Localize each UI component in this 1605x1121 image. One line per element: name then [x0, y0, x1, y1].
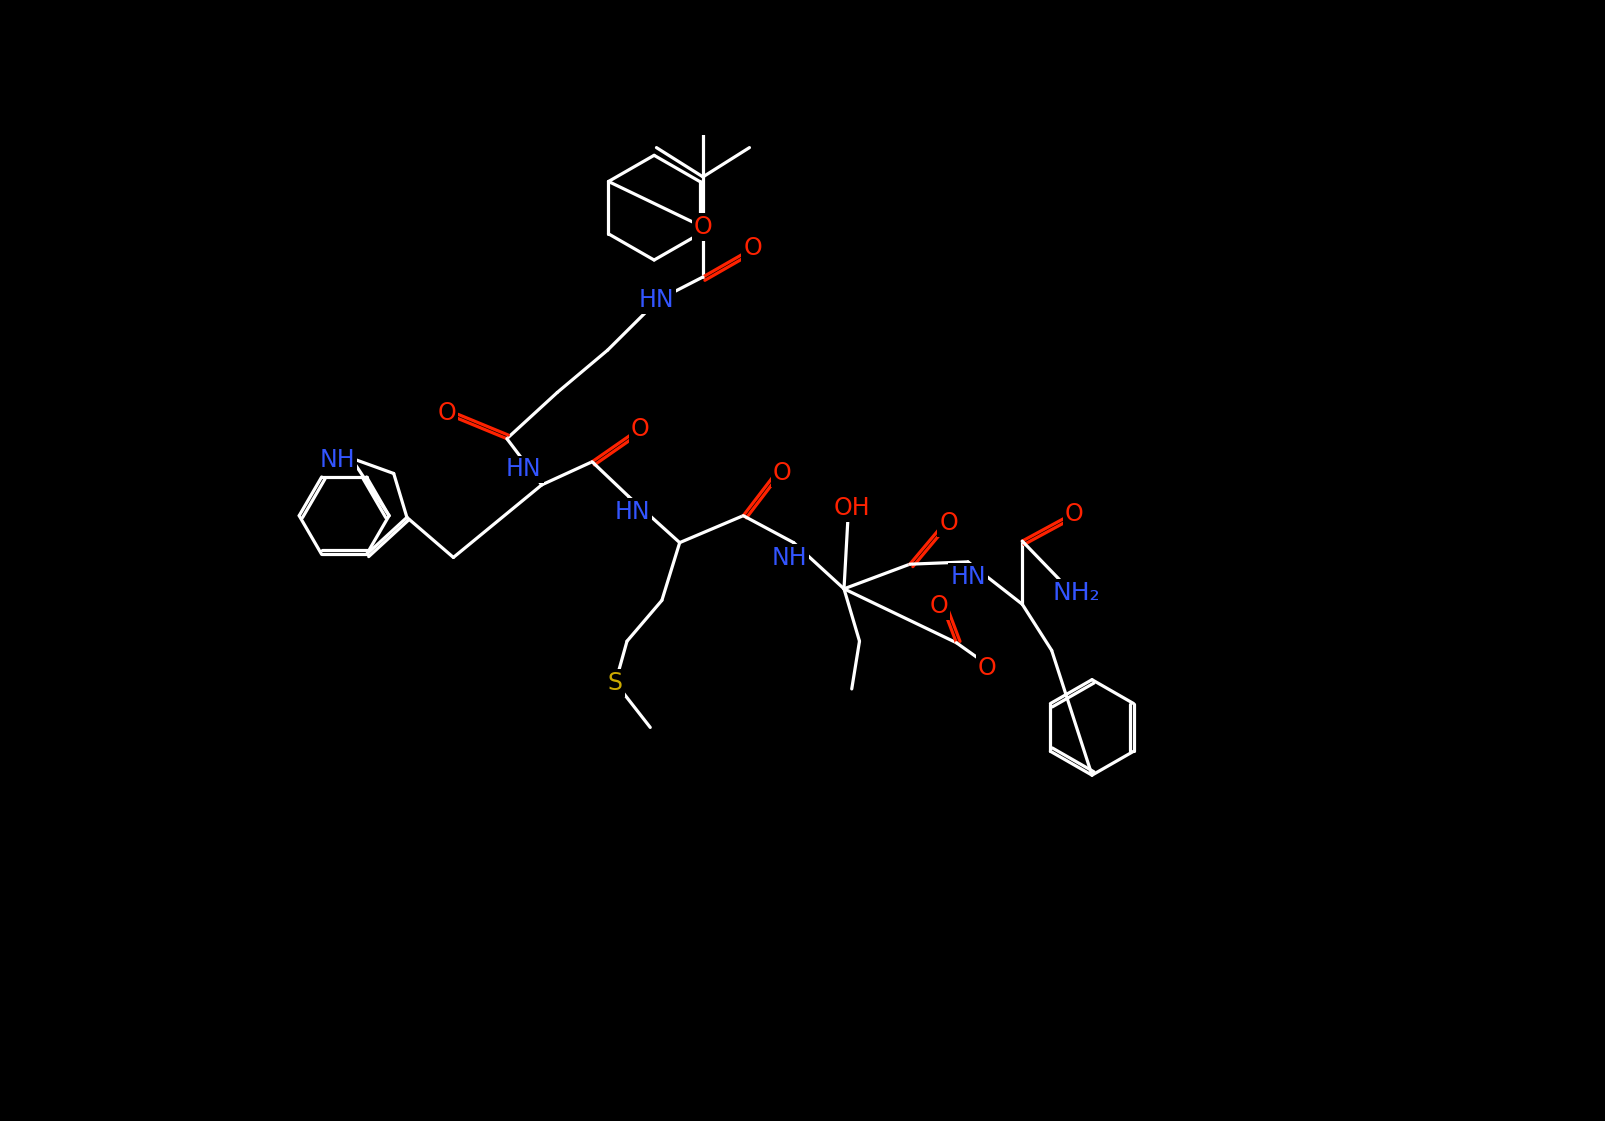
Text: HN: HN: [615, 500, 650, 524]
Text: O: O: [1064, 502, 1083, 526]
Text: OH: OH: [833, 495, 870, 520]
Text: HN: HN: [506, 457, 541, 482]
Text: O: O: [693, 215, 713, 239]
Text: HN: HN: [950, 565, 985, 590]
Text: HN: HN: [639, 288, 674, 312]
Text: O: O: [743, 235, 761, 260]
Text: O: O: [438, 401, 456, 425]
Text: O: O: [939, 511, 958, 536]
Text: O: O: [929, 594, 947, 618]
Text: NH: NH: [319, 447, 355, 472]
Text: NH₂: NH₂: [1051, 582, 1099, 605]
Text: O: O: [631, 417, 648, 441]
Text: O: O: [977, 656, 997, 680]
Text: S: S: [608, 670, 623, 695]
Text: NH: NH: [772, 546, 807, 569]
Text: O: O: [772, 462, 791, 485]
